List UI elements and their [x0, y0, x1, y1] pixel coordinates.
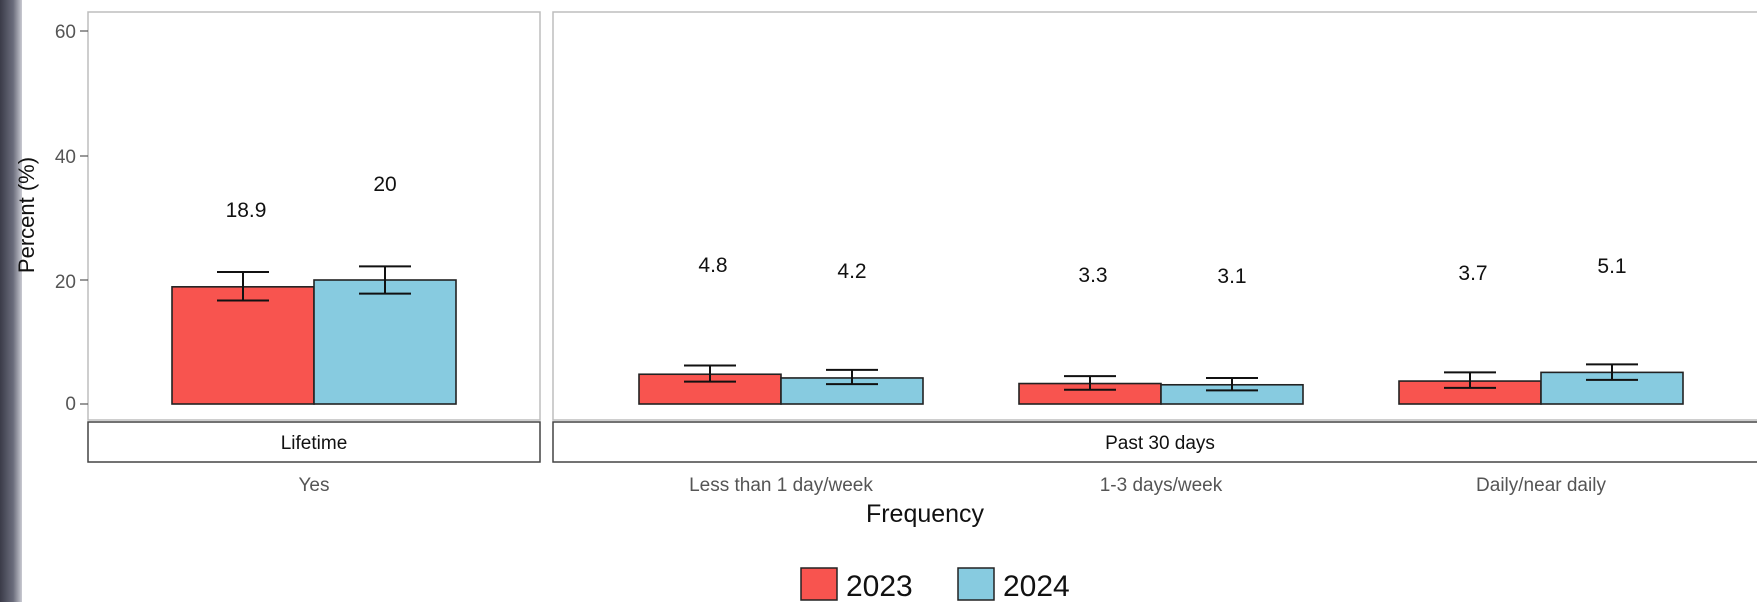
value-label: 20 [373, 173, 396, 196]
bar-2024-3 [1540, 371, 1684, 405]
value-label: 3.3 [1078, 264, 1107, 287]
legend: 2023 2024 [800, 567, 1070, 602]
y-tick-label: 40 [55, 147, 76, 168]
x-category-label: Less than 1 day/week [689, 475, 873, 496]
y-tick-label: 60 [55, 22, 76, 43]
facet-label-past-30-days: Past 30 days [1105, 433, 1215, 454]
window-edge [0, 0, 22, 602]
legend-swatch-2023 [800, 567, 838, 601]
panel-past-30-days [552, 11, 1757, 421]
facet-strip-lifetime [87, 421, 541, 463]
x-category-label: 1-3 days/week [1100, 475, 1223, 496]
y-tick-label: 0 [65, 394, 76, 415]
bar-2023-0 [171, 286, 315, 405]
legend-label-2023: 2023 [846, 570, 913, 602]
value-label: 5.1 [1597, 255, 1626, 278]
y-tick-label: 20 [55, 272, 76, 293]
value-label: 3.7 [1458, 262, 1487, 285]
y-axis-title: Percent (%) [14, 157, 39, 273]
bar-2024-0 [313, 279, 457, 405]
facet-label-lifetime: Lifetime [281, 433, 348, 454]
x-category-label: Daily/near daily [1476, 475, 1606, 496]
legend-swatch-2024 [957, 567, 995, 601]
bar-marks: 18.9 4.8 3.3 3.7 20 4.2 3.1 5.1 [171, 173, 1684, 405]
value-label: 18.9 [226, 199, 267, 222]
facet-strip-past-30-days [552, 421, 1757, 463]
value-label: 3.1 [1217, 265, 1246, 288]
y-axis: 0 20 40 60 [55, 22, 88, 415]
x-axis-title: Frequency [866, 500, 985, 528]
value-label: 4.2 [837, 260, 866, 283]
panel-lifetime [87, 11, 541, 421]
legend-label-2024: 2024 [1003, 570, 1070, 602]
x-category-label: Yes [299, 475, 330, 496]
value-label: 4.8 [698, 254, 727, 277]
